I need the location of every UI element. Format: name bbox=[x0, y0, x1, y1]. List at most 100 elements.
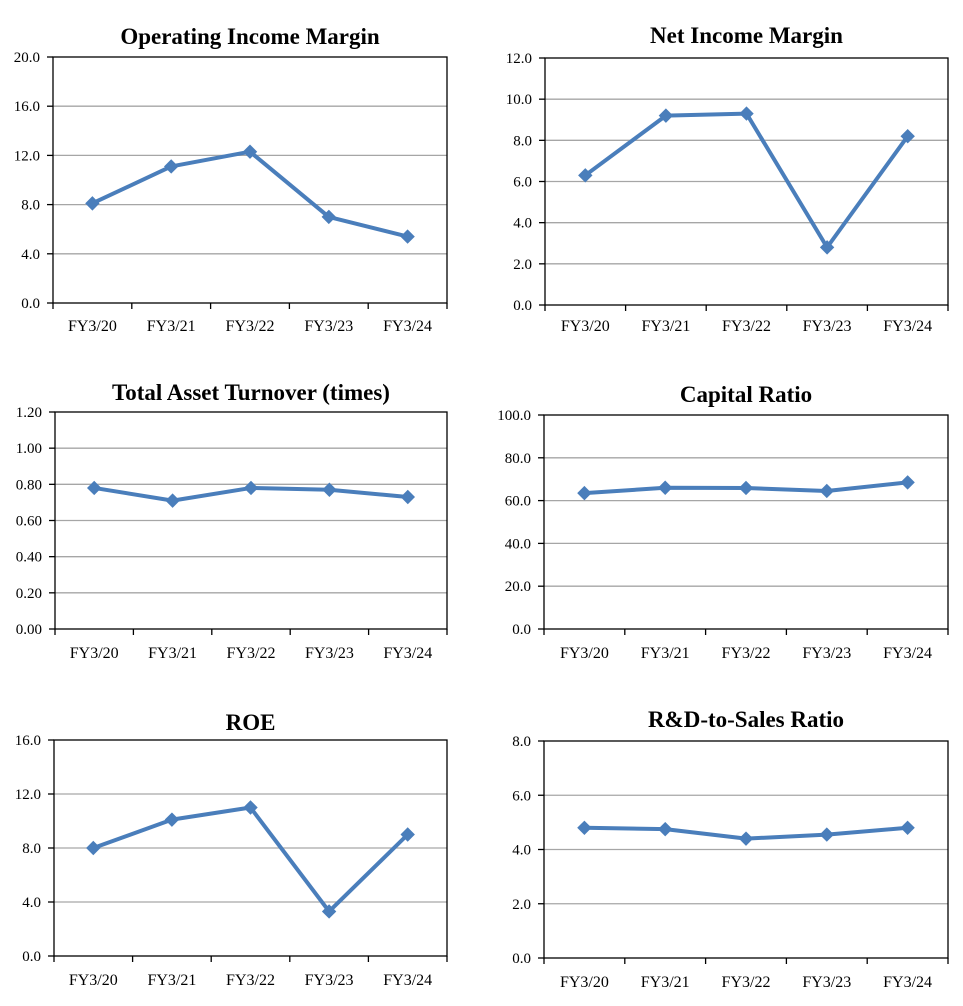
data-point-marker bbox=[578, 168, 593, 183]
x-tick-label: FY3/22 bbox=[722, 318, 771, 335]
chart-rnd-to-sales-ratio: R&D-to-Sales Ratio 0.0 2.0 4.0 6.0 8.0 FY3/20 F… bbox=[482, 700, 963, 1001]
data-point-marker bbox=[243, 480, 259, 496]
y-tick-label: 0.0 bbox=[512, 622, 531, 638]
y-tick-label: 2.0 bbox=[513, 257, 532, 273]
y-tick-label: 8.0 bbox=[21, 198, 40, 214]
x-tick-label: FY3/20 bbox=[561, 318, 610, 335]
chart-title: Capital Ratio bbox=[680, 382, 812, 407]
data-point-marker bbox=[657, 821, 673, 837]
data-point-marker bbox=[657, 480, 673, 495]
y-tick-label: 4.0 bbox=[513, 216, 532, 232]
x-tick-label: FY3/20 bbox=[68, 318, 117, 335]
y-tick-label: 12.0 bbox=[15, 787, 41, 803]
chart-svg: Net Income Margin 0.0 2.0 4.0 6.0 8.0 10.0 12.0… bbox=[506, 23, 949, 335]
y-tick-label: 10.0 bbox=[506, 92, 532, 108]
x-tick-label: FY3/21 bbox=[641, 645, 690, 662]
y-tick-label: 12.0 bbox=[506, 51, 532, 67]
data-point-marker bbox=[86, 840, 101, 856]
chart-capital-ratio: Capital Ratio 0.0 20.0 40.0 60.0 80.0 100.0 FY3… bbox=[482, 370, 963, 700]
y-tick-label: 12.0 bbox=[14, 148, 40, 164]
y-tick-label: 8.0 bbox=[512, 734, 531, 750]
data-point-marker bbox=[577, 485, 592, 501]
data-point-marker bbox=[738, 480, 754, 496]
chart-total-asset-turnover: Total Asset Turnover (times) 0.00 0.20 0.40… bbox=[0, 370, 481, 700]
data-point-marker bbox=[900, 820, 915, 836]
x-tick-label: FY3/22 bbox=[722, 645, 771, 662]
y-tick-label: 4.0 bbox=[22, 895, 41, 911]
x-tick-label: FY3/20 bbox=[69, 972, 118, 989]
data-point-marker bbox=[819, 827, 835, 842]
x-tick-label: FY3/22 bbox=[226, 972, 275, 989]
x-tick-label: FY3/21 bbox=[641, 318, 690, 335]
data-point-marker bbox=[322, 482, 337, 497]
data-point-marker bbox=[900, 475, 915, 490]
x-tick-label: FY3/24 bbox=[383, 645, 432, 662]
x-tick-label: FY3/24 bbox=[883, 974, 932, 991]
plot-area bbox=[52, 56, 448, 304]
data-point-marker bbox=[321, 209, 337, 225]
data-point-marker bbox=[243, 800, 258, 815]
x-tick-label: FY3/21 bbox=[147, 972, 196, 989]
y-tick-label: 6.0 bbox=[512, 788, 531, 804]
x-tick-label: FY3/23 bbox=[304, 318, 353, 335]
x-tick-label: FY3/22 bbox=[227, 645, 276, 662]
x-tick-label: FY3/20 bbox=[70, 645, 119, 662]
data-point-marker bbox=[165, 493, 180, 508]
x-tick-label: FY3/23 bbox=[803, 318, 852, 335]
y-tick-label: 80.0 bbox=[505, 451, 531, 467]
chart-title: Net Income Margin bbox=[650, 23, 843, 48]
y-tick-label: 0.00 bbox=[16, 622, 42, 638]
x-tick-label: FY3/23 bbox=[802, 645, 851, 662]
data-point-marker bbox=[400, 827, 415, 842]
y-tick-label: 0.0 bbox=[21, 296, 40, 312]
y-tick-label: 20.0 bbox=[505, 579, 531, 595]
y-tick-label: 16.0 bbox=[15, 733, 41, 749]
data-point-marker bbox=[321, 904, 337, 919]
x-tick-label: FY3/24 bbox=[883, 645, 932, 662]
y-tick-label: 0.0 bbox=[513, 298, 532, 314]
x-tick-label: FY3/21 bbox=[147, 318, 196, 335]
data-point-marker bbox=[577, 820, 592, 836]
data-point-marker bbox=[242, 144, 258, 159]
chart-title: R&D-to-Sales Ratio bbox=[648, 707, 844, 732]
x-tick-label: FY3/22 bbox=[722, 974, 771, 991]
y-tick-label: 8.0 bbox=[22, 841, 41, 857]
data-point-marker bbox=[819, 483, 835, 499]
y-tick-label: 16.0 bbox=[14, 99, 40, 115]
y-tick-label: 0.0 bbox=[512, 951, 531, 967]
data-point-marker bbox=[85, 196, 100, 211]
chart-svg: Operating Income Margin 0.0 4.0 8.0 12.0 16.0… bbox=[14, 24, 448, 335]
x-tick-label: FY3/24 bbox=[383, 972, 432, 989]
y-tick-label: 4.0 bbox=[21, 247, 40, 263]
data-point-marker bbox=[658, 108, 674, 123]
data-point-marker bbox=[738, 831, 754, 846]
y-tick-label: 0.20 bbox=[16, 586, 42, 602]
chart-svg: ROE 0.0 4.0 8.0 12.0 16.0 FY3/20 FY3/21 FY3/22 FY… bbox=[15, 710, 448, 989]
series-line bbox=[91, 805, 410, 914]
y-tick-label: 4.0 bbox=[512, 843, 531, 859]
x-tick-label: FY3/20 bbox=[560, 645, 609, 662]
data-point-marker bbox=[400, 229, 415, 244]
y-tick-label: 60.0 bbox=[505, 494, 531, 510]
chart-svg: Capital Ratio 0.0 20.0 40.0 60.0 80.0 100.0 FY3… bbox=[497, 382, 949, 662]
chart-title: Operating Income Margin bbox=[120, 24, 380, 49]
x-tick-label: FY3/23 bbox=[802, 974, 851, 991]
chart-title: Total Asset Turnover (times) bbox=[112, 380, 390, 405]
series-line bbox=[90, 149, 410, 239]
chart-roe: ROE 0.0 4.0 8.0 12.0 16.0 FY3/20 FY3/21 FY3/22 FY… bbox=[0, 700, 481, 1001]
x-tick-label: FY3/21 bbox=[148, 645, 197, 662]
plot-area bbox=[543, 414, 949, 630]
y-tick-label: 6.0 bbox=[513, 175, 532, 191]
x-tick-label: FY3/24 bbox=[883, 318, 932, 335]
y-tick-label: 8.0 bbox=[513, 133, 532, 149]
x-tick-label: FY3/23 bbox=[305, 972, 354, 989]
data-point-marker bbox=[86, 480, 102, 496]
data-point-marker bbox=[819, 240, 835, 255]
chart-svg: Total Asset Turnover (times) 0.00 0.20 0.40… bbox=[16, 380, 448, 662]
chart-title: ROE bbox=[226, 710, 276, 735]
x-tick-label: FY3/23 bbox=[305, 645, 354, 662]
y-tick-label: 0.60 bbox=[16, 514, 42, 530]
y-tick-label: 40.0 bbox=[505, 536, 531, 552]
y-tick-label: 0.40 bbox=[16, 550, 42, 566]
x-tick-label: FY3/24 bbox=[383, 318, 432, 335]
